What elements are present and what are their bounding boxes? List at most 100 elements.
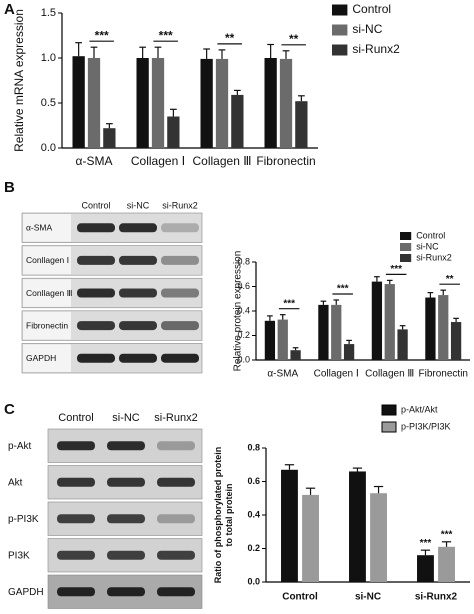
bar [438,546,455,582]
legend-swatch [332,44,348,56]
y-tick-label: 0.0 [41,142,56,154]
lane-header: Control [81,200,110,210]
blot-label-area [23,344,71,372]
blot-row-label: p-PI3K [8,514,39,525]
blot-band [161,321,199,331]
blot-band [57,514,95,524]
blot-row-label: GAPDH [8,587,44,598]
bar [302,494,319,582]
bar [318,304,329,360]
significance: *** [283,298,295,309]
blot-band [157,477,195,487]
y-tick-label: 0.4 [237,305,250,315]
y-axis-label: Ratio of phosphorylated protein [213,447,223,584]
x-tick-label: Collagen Ⅲ [365,369,414,380]
bar [281,469,298,582]
legend-label: si-NC [352,22,382,36]
y-tick-label: 0.8 [247,442,260,452]
blot-band [107,514,145,524]
bar [371,281,383,360]
bar [450,322,462,360]
bar [331,304,342,360]
x-tick-label: Collagen Ⅰ [314,369,359,380]
bar [370,493,387,582]
bar [103,128,116,148]
y-tick-label: 0.2 [247,543,260,553]
blot-band [157,587,195,597]
bar [397,329,408,360]
legend-label: si-Runx2 [416,252,452,262]
legend-label: p-Akt/Akt [401,404,438,414]
bar [87,58,101,148]
y-axis-label: Relative protein expression [233,251,244,372]
significance: ** [446,274,454,285]
y-tick-label: 0.5 [41,97,56,109]
y-tick-label: 1.0 [41,52,56,64]
blot-band [161,255,199,265]
bar [290,350,301,360]
blot-row-label: p-Akt [8,441,32,452]
y-tick-label: 0.6 [247,476,260,486]
blot-row-label: α-SMA [26,223,52,233]
lane-header: si-Runx2 [162,200,198,210]
bar [343,344,355,360]
blot-band [157,550,195,560]
y-tick-label: 0.6 [237,281,250,291]
blot-band [57,477,95,487]
blot-band [57,587,95,597]
bar [215,58,229,148]
blot-band [119,321,157,331]
legend-swatch [400,254,412,262]
y-tick-label: 0.8 [237,256,250,266]
significance: ** [225,31,235,45]
significance: *** [95,28,109,42]
panel-label: C [4,401,15,418]
blot-band [119,353,157,363]
x-tick-label: Control [282,592,318,603]
blot-band [77,288,115,298]
lane-header: si-NC [112,412,140,424]
bar [264,320,276,360]
y-tick-label: 0.0 [237,354,250,364]
bar [151,58,165,148]
bar [167,116,180,148]
legend-label: si-NC [416,241,439,251]
bar [279,58,293,148]
x-tick-label: Fibronectin [419,369,468,380]
bar [417,555,434,582]
y-tick-label: 1.5 [41,7,56,19]
significance: ** [289,32,299,46]
significance: *** [441,529,453,540]
legend-swatch [332,4,348,16]
y-axis-label: to total protein [224,484,234,547]
blot-row-label: PI3K [8,550,30,561]
blot-label-area [23,311,71,340]
x-tick-label: si-Runx2 [415,592,458,603]
blot-band [119,288,157,298]
legend-label: si-Runx2 [352,42,400,56]
legend-swatch [381,404,397,416]
y-tick-label: 0.0 [247,576,260,586]
blot-band [77,321,115,331]
x-tick-label: α-SMA [76,154,113,168]
significance: *** [390,264,402,275]
blot-band [77,255,115,265]
blot-band [77,223,115,233]
legend-label: Control [416,230,445,240]
bar [72,56,85,149]
x-tick-label: α-SMA [267,369,298,380]
lane-header: si-NC [127,200,150,210]
blot-band [161,288,199,298]
legend-swatch [381,421,397,433]
y-axis-label: Relative mRNA expression [12,9,26,152]
x-tick-label: si-NC [355,592,381,603]
legend-swatch [400,243,412,251]
significance: *** [420,538,432,549]
blot-band [161,223,199,233]
blot-band [107,477,145,487]
bar [384,284,395,360]
bar [295,101,308,148]
blot-band [57,441,95,451]
blot-row-label: Conllagen Ⅰ [26,255,69,265]
